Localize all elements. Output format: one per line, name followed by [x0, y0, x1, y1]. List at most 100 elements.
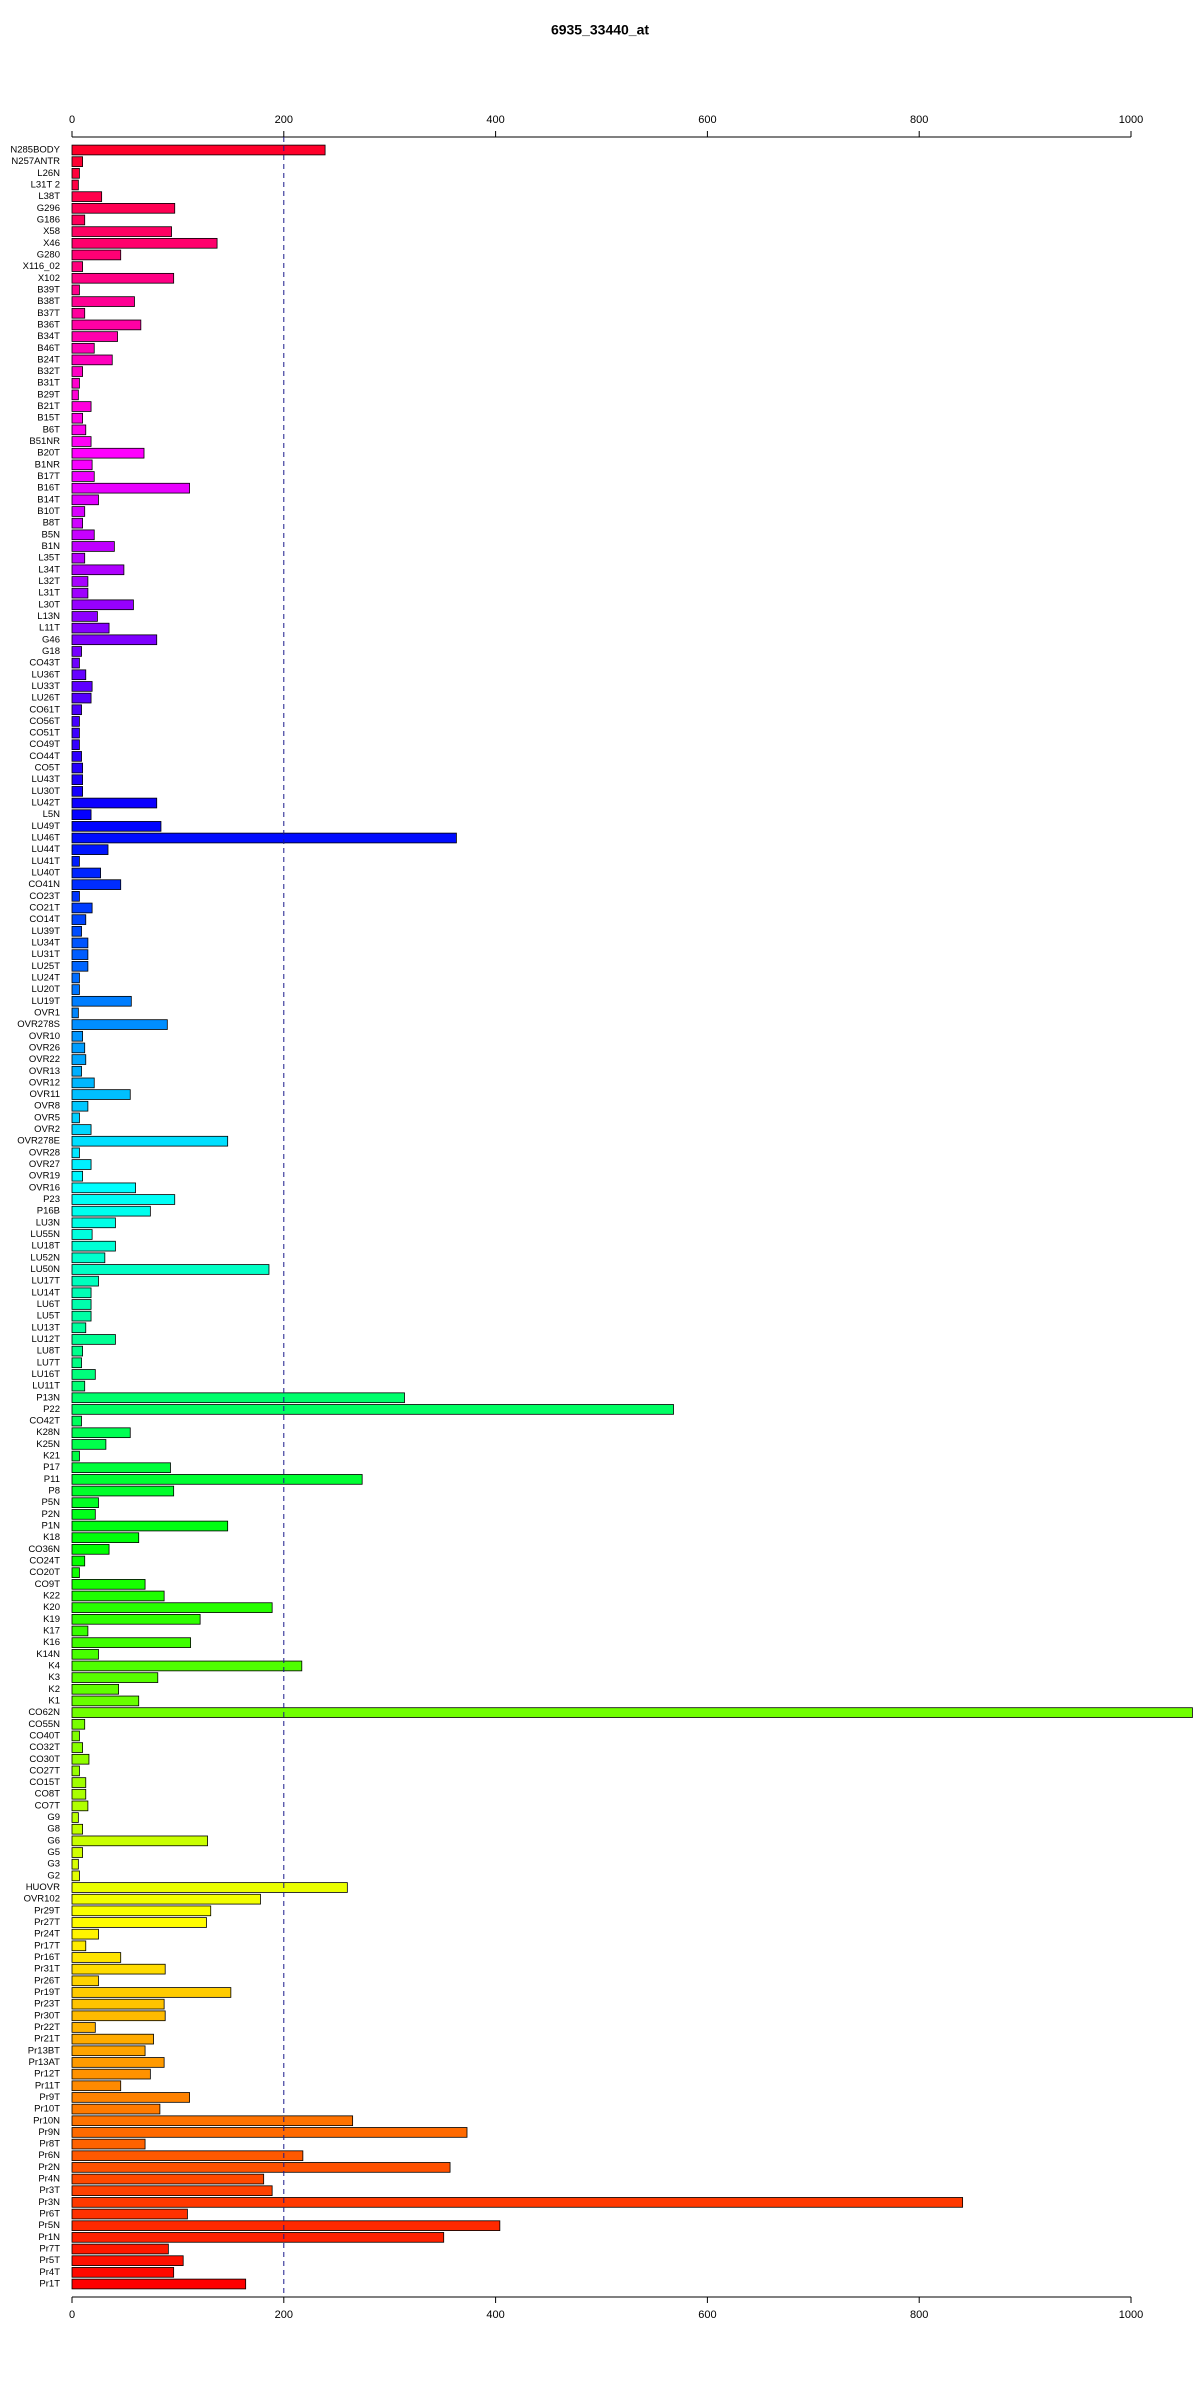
x-tick-label: 0 [69, 2309, 75, 2321]
bar [71, 179, 79, 191]
bar [71, 1287, 92, 1299]
category-label: CO36N [28, 1544, 60, 1555]
category-label: G6 [47, 1835, 60, 1846]
category-label: Pr6T [39, 2209, 60, 2220]
bar [71, 1858, 79, 1870]
category-label: G3 [47, 1859, 60, 1870]
category-label: Pr10T [34, 2104, 60, 2115]
category-label: X116_02 [23, 261, 60, 272]
category-label: Pr22T [34, 2022, 60, 2033]
bar [71, 1882, 348, 1893]
bar [71, 1392, 405, 1404]
category-label: OVR5 [34, 1112, 60, 1123]
bar [71, 564, 125, 576]
category-label: OVR1 [34, 1007, 60, 1018]
category-label: OVR278S [17, 1019, 60, 1030]
category-label: B39T [37, 284, 60, 295]
category-label: CO8T [35, 1789, 61, 1800]
category-label: G9 [47, 1812, 60, 1823]
category-label: Pr6N [38, 2150, 60, 2161]
category-label: LU19T [31, 996, 60, 1007]
category-label: Pr4T [39, 2267, 60, 2278]
bar [71, 1159, 92, 1170]
bar [71, 727, 80, 739]
category-label: L34T [38, 564, 60, 575]
category-label: P5N [42, 1497, 61, 1508]
category-label: B32T [37, 366, 60, 377]
category-label: P17 [43, 1462, 60, 1473]
category-label: LU39T [31, 926, 60, 937]
category-label: Pr3T [39, 2185, 60, 2196]
bar [71, 739, 80, 751]
bar [71, 1625, 89, 1637]
category-label: Pr13BT [28, 2045, 60, 2056]
category-label: K21 [43, 1451, 60, 1462]
category-label: P22 [43, 1404, 60, 1415]
category-label: B1NR [35, 459, 60, 470]
category-label: Pr19T [34, 1987, 60, 1998]
category-label: CO15T [29, 1777, 60, 1788]
bar [71, 902, 93, 914]
bar [71, 1905, 212, 1917]
bar [71, 995, 132, 1007]
bar [71, 1672, 159, 1683]
category-label: CO7T [35, 1800, 61, 1811]
category-label: HUOVR [26, 1882, 60, 1893]
bar [71, 1952, 122, 1963]
bar [71, 1369, 96, 1380]
bar [71, 1065, 82, 1077]
bar [71, 424, 87, 436]
bar [71, 751, 82, 762]
bar [71, 1240, 116, 1252]
category-label: B5N [42, 529, 61, 540]
category-label: LU12T [31, 1334, 60, 1345]
category-label: K14N [36, 1649, 60, 1660]
bar [71, 1100, 89, 1112]
category-label: Pr2N [38, 2162, 60, 2173]
bar [71, 821, 162, 832]
category-label: LU25T [31, 961, 60, 972]
bar [71, 144, 326, 156]
bar [71, 1893, 261, 1905]
bar [71, 1124, 92, 1135]
category-label: B46T [37, 343, 60, 354]
bar [71, 377, 80, 389]
bar [71, 1509, 96, 1520]
category-label: Pr9N [38, 2127, 60, 2138]
bar [71, 1963, 166, 1975]
category-label: B15T [37, 413, 60, 424]
bar [71, 1648, 99, 1660]
category-label: CO61T [29, 704, 60, 715]
bar [71, 366, 83, 377]
bar [71, 1042, 86, 1054]
bar [71, 622, 110, 634]
bar [71, 926, 82, 937]
bar [71, 1835, 208, 1847]
bar [71, 214, 86, 226]
bar [71, 1928, 99, 1940]
bar [71, 354, 113, 366]
category-label: Pr31T [34, 1964, 60, 1975]
category-label: Pr29T [34, 1905, 60, 1916]
category-label: G18 [42, 646, 60, 657]
bar [71, 1112, 80, 1124]
bar [71, 1777, 87, 1788]
bar [71, 447, 145, 459]
bar [71, 1334, 116, 1345]
bar [71, 1322, 87, 1334]
bar [71, 867, 101, 879]
bar [71, 786, 83, 797]
category-label: Pr4N [38, 2174, 60, 2185]
category-label: LU36T [31, 669, 60, 680]
category-label: LU33T [31, 681, 60, 692]
category-label: B51NR [29, 436, 60, 447]
bar [71, 2138, 146, 2150]
category-label: LU41T [31, 856, 60, 867]
category-label: G280 [37, 249, 60, 260]
bar [71, 2173, 265, 2185]
category-label: N257ANTR [11, 156, 60, 167]
bar [71, 1847, 83, 1858]
bar [71, 412, 83, 424]
category-label: CO44T [29, 751, 60, 762]
